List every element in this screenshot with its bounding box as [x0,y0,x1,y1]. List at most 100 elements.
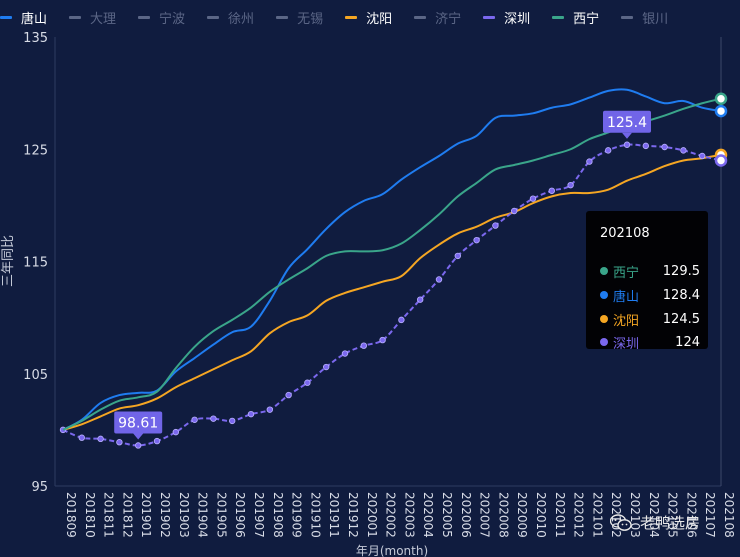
legend-label: 银川 [642,11,669,27]
legend-swatch-icon [138,15,151,19]
data-point [247,410,255,418]
data-point [266,406,273,413]
legend-label: 徐州 [228,11,255,27]
series-line [62,88,722,431]
data-point [360,342,367,349]
x-tick-label: 201906 [233,492,247,538]
data-point [511,207,518,215]
y-axis-title: 三年同比 [1,235,16,287]
tooltip-header: 202108 [600,226,650,241]
legend-item[interactable]: 深圳 [483,8,530,27]
legend-item[interactable]: 无锡 [276,8,323,27]
legend-label: 宁波 [159,11,186,27]
x-tick-label: 202107 [703,492,717,538]
tooltip-series-name: 沈阳 [613,313,640,329]
legend-label: 无锡 [297,11,324,27]
wechat-icon [610,513,632,531]
tooltip-series-value: 129.5 [662,263,700,279]
x-tick-label: 202005 [440,492,454,538]
legend-item[interactable]: 西宁 [552,8,599,27]
legend-item[interactable]: 宁波 [138,8,185,27]
data-point [473,236,480,244]
x-tick-label: 202001 [365,492,379,538]
x-tick-label: 201909 [290,492,304,538]
data-point [323,363,330,371]
tooltip: 202108 西宁 129.5 唐山 128.4 沈阳 124.5 深圳 124 [586,211,708,352]
x-tick-label: 201902 [158,492,172,538]
tooltip-row: 唐山 128.4 [600,285,700,305]
legend-swatch-icon [414,15,427,19]
legend-swatch-icon [621,15,634,19]
x-tick-label: 202103 [628,492,642,538]
x-tick-label: 201912 [346,492,360,538]
legend-swatch-icon [345,15,358,19]
tooltip-row: 深圳 124 [600,332,700,352]
tooltip-series-value: 124 [675,334,700,350]
data-point [210,415,217,422]
data-point [623,141,631,148]
x-tick-label: 202106 [684,492,698,538]
tooltip-dot-icon [600,338,608,346]
x-tick-label: 202002 [384,492,398,538]
annotation-box [603,110,651,133]
x-tick-label: 202006 [459,492,473,538]
legend-label: 沈阳 [366,11,393,27]
data-point [285,391,292,399]
legend-item[interactable]: 银川 [621,8,668,27]
end-point [714,92,728,105]
legend-item[interactable]: 沈阳 [345,8,392,27]
x-tick-label: 202010 [534,492,548,538]
legend-swatch-icon [207,15,220,19]
data-point [116,439,123,446]
legend-item[interactable]: 徐州 [207,8,254,27]
x-tick-label: 202104 [647,492,661,538]
legend-swatch-icon [552,15,565,19]
y-tick-label: 95 [31,480,48,495]
data-point [228,417,236,425]
watermark-text: 老鸭选房 [640,514,701,532]
tooltip-series-value: 124.5 [662,311,700,327]
data-point [586,158,593,165]
annotation-pointer [133,433,144,440]
legend-item[interactable]: 大理 [69,8,116,27]
tooltip-dot-icon [600,291,608,299]
x-tick-label: 201901 [139,492,153,538]
x-tick-label: 201810 [83,492,97,538]
data-point [191,416,198,423]
legend-swatch-icon [483,15,496,19]
data-point [398,316,405,324]
annotation-box [114,411,163,434]
x-tick-label: 202003 [402,492,416,538]
data-point [417,296,424,303]
legend-item[interactable]: 济宁 [414,8,461,27]
y-tick-label: 125 [23,143,48,158]
data-point [642,142,649,150]
end-point [714,104,728,118]
data-point [661,143,668,151]
legend-label: 大理 [90,11,117,27]
x-tick-label: 202009 [515,492,529,538]
legend-label: 西宁 [573,11,600,27]
x-tick-label: 201908 [271,492,285,538]
x-tick-label: 201811 [102,492,116,538]
data-point [435,276,443,283]
legend: 唐山 大理 宁波 徐州 无锡 沈阳 济宁 深圳 西宁 银川 [0,6,690,28]
legend-item[interactable]: 唐山 [0,8,47,27]
annotation-label: 98.61 [118,415,158,431]
legend-swatch-icon [0,15,12,19]
data-point [680,147,687,154]
x-tick-label: 201904 [196,492,210,538]
legend-label: 唐山 [21,11,48,27]
data-point [529,195,537,202]
x-tick-label: 202007 [478,492,492,538]
legend-label: 深圳 [504,11,531,27]
data-point [567,181,574,189]
data-point [172,428,179,436]
x-tick-label: 202105 [666,492,680,538]
data-point [605,147,612,154]
tooltip-series-name: 唐山 [613,289,640,305]
data-point [492,222,499,229]
tooltip-series-name: 深圳 [613,336,640,352]
x-tick-label: 201903 [177,492,191,538]
x-tick-label: 202012 [572,492,586,538]
